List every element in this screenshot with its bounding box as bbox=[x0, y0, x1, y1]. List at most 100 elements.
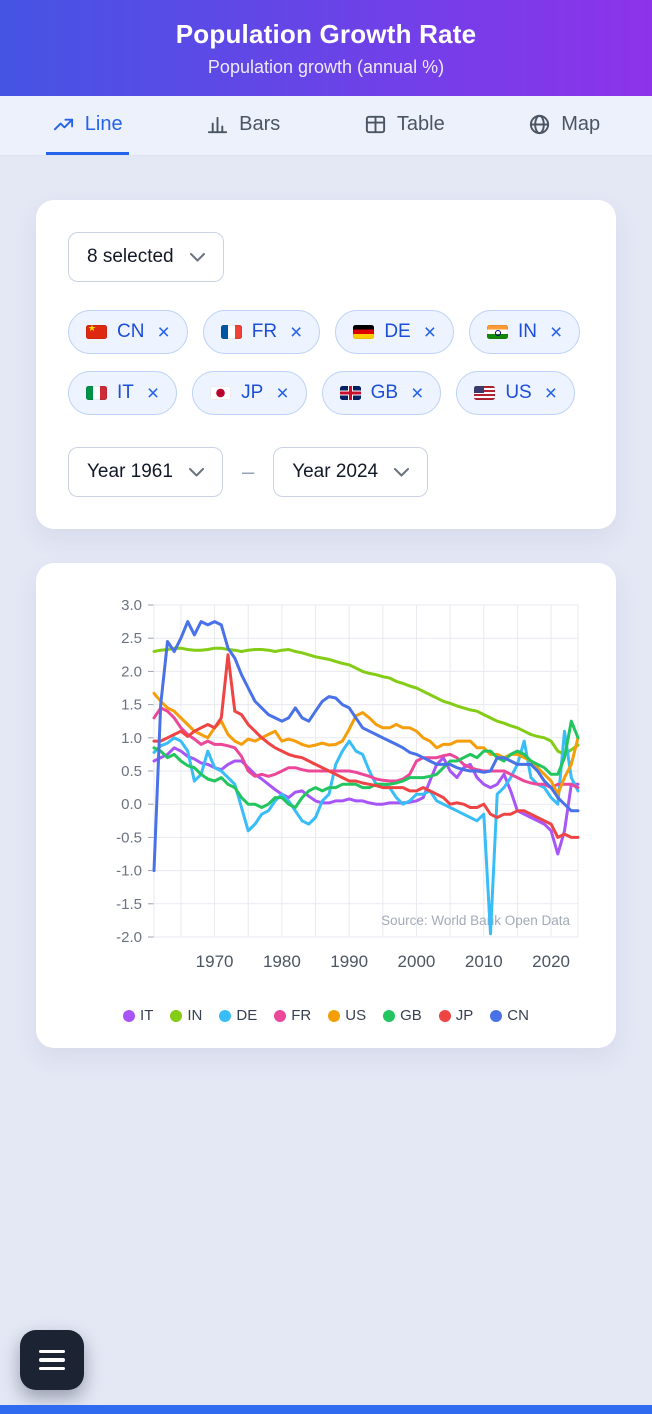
hamburger-icon bbox=[39, 1366, 65, 1371]
tab-label: Bars bbox=[239, 112, 281, 135]
year-range-row: Year 1961 – Year 2024 bbox=[68, 447, 584, 497]
legend-dot bbox=[274, 1009, 287, 1022]
flag-in-icon bbox=[486, 325, 508, 339]
country-chip-it[interactable]: IT × bbox=[68, 371, 178, 415]
flag-jp-icon bbox=[210, 386, 232, 400]
svg-text:1.0: 1.0 bbox=[121, 730, 142, 747]
bar-chart-icon bbox=[208, 116, 228, 133]
main-content: 8 selected CN × FR × DE bbox=[0, 156, 652, 1048]
svg-text:2000: 2000 bbox=[398, 952, 436, 971]
menu-fab[interactable] bbox=[20, 1330, 84, 1390]
svg-text:2020: 2020 bbox=[532, 952, 570, 971]
flag-de-icon bbox=[353, 325, 375, 339]
country-chip-fr[interactable]: FR × bbox=[202, 310, 321, 354]
legend-label: CN bbox=[507, 1007, 529, 1024]
svg-text:1.5: 1.5 bbox=[121, 697, 142, 714]
svg-text:0.0: 0.0 bbox=[121, 796, 142, 813]
country-chip-in[interactable]: IN × bbox=[468, 310, 581, 354]
svg-text:2.0: 2.0 bbox=[121, 663, 142, 680]
country-chip-jp[interactable]: JP × bbox=[192, 371, 307, 415]
legend-item-jp[interactable]: JP bbox=[438, 1007, 474, 1024]
flag-us-icon bbox=[474, 386, 496, 400]
legend-label: DE bbox=[236, 1007, 258, 1024]
line-chart: 3.0 2.5 2.0 1.5 1.0 0.5 0.0 -0.5 -1.0 -1.5 -2.0 197… bbox=[116, 597, 580, 971]
legend-item-de[interactable]: DE bbox=[219, 1007, 257, 1024]
legend-label: IT bbox=[140, 1007, 154, 1024]
legend-dot bbox=[328, 1009, 341, 1022]
legend-label: US bbox=[345, 1007, 367, 1024]
chip-remove-icon[interactable]: × bbox=[157, 320, 170, 344]
country-chip-de[interactable]: DE × bbox=[335, 310, 454, 354]
tab-map[interactable]: Map bbox=[522, 96, 606, 155]
legend-label: IN bbox=[187, 1007, 203, 1024]
svg-text:1990: 1990 bbox=[330, 952, 368, 971]
svg-text:-2.0: -2.0 bbox=[116, 929, 142, 946]
legend-dot bbox=[383, 1009, 396, 1022]
chip-remove-icon[interactable]: × bbox=[276, 381, 289, 405]
legend-dot bbox=[219, 1009, 232, 1022]
country-chip-us[interactable]: US × bbox=[456, 371, 575, 415]
legend-label: JP bbox=[455, 1007, 474, 1024]
svg-text:2.5: 2.5 bbox=[121, 630, 142, 647]
flag-cn-icon bbox=[86, 325, 107, 339]
chip-remove-icon[interactable]: × bbox=[290, 320, 303, 344]
chip-code: IN bbox=[517, 321, 537, 342]
tab-bar: Line Bars Table Map bbox=[0, 96, 652, 156]
legend-item-us[interactable]: US bbox=[328, 1007, 366, 1024]
chip-remove-icon[interactable]: × bbox=[146, 381, 160, 405]
chip-remove-icon[interactable]: × bbox=[549, 320, 563, 344]
app-header: Population Growth Rate Population growth… bbox=[0, 0, 652, 96]
legend-item-in[interactable]: IN bbox=[170, 1007, 202, 1024]
svg-text:3.0: 3.0 bbox=[121, 597, 142, 614]
year-from-value: Year 1961 bbox=[87, 461, 173, 482]
tab-label: Map bbox=[561, 112, 601, 135]
flag-it-icon bbox=[86, 386, 107, 400]
flag-gb-icon bbox=[339, 386, 361, 400]
filter-card: 8 selected CN × FR × DE bbox=[36, 200, 616, 529]
legend-item-fr[interactable]: FR bbox=[274, 1007, 311, 1024]
hamburger-icon bbox=[39, 1358, 65, 1362]
hamburger-icon bbox=[39, 1349, 65, 1354]
legend-item-cn[interactable]: CN bbox=[490, 1007, 529, 1024]
svg-text:0.5: 0.5 bbox=[121, 763, 142, 780]
svg-text:-1.5: -1.5 bbox=[116, 896, 142, 913]
chevron-down-icon bbox=[188, 467, 204, 477]
year-to-value: Year 2024 bbox=[292, 461, 379, 482]
chip-remove-icon[interactable]: × bbox=[411, 381, 424, 405]
chip-code: JP bbox=[241, 382, 264, 403]
country-multiselect[interactable]: 8 selected bbox=[68, 232, 224, 282]
year-from-select[interactable]: Year 1961 bbox=[68, 447, 223, 497]
tab-bars[interactable]: Bars bbox=[200, 96, 286, 155]
table-icon bbox=[365, 115, 385, 133]
tab-label: Line bbox=[84, 112, 123, 135]
chevron-down-icon bbox=[189, 252, 205, 262]
svg-text:1970: 1970 bbox=[196, 952, 234, 971]
chip-code: CN bbox=[117, 321, 145, 342]
page-subtitle: Population growth (annual %) bbox=[207, 56, 445, 77]
legend-label: GB bbox=[400, 1007, 422, 1024]
country-chips: CN × FR × DE × IN × bbox=[68, 310, 584, 415]
country-chip-gb[interactable]: GB × bbox=[321, 371, 442, 415]
chip-remove-icon[interactable]: × bbox=[544, 381, 557, 405]
svg-text:-1.0: -1.0 bbox=[116, 863, 142, 880]
tab-label: Table bbox=[396, 112, 445, 135]
legend-dot bbox=[123, 1009, 136, 1022]
year-to-select[interactable]: Year 2024 bbox=[273, 447, 429, 497]
legend-item-gb[interactable]: GB bbox=[383, 1007, 422, 1024]
legend-dot bbox=[490, 1009, 503, 1022]
svg-text:2010: 2010 bbox=[465, 952, 503, 971]
legend-item-it[interactable]: IT bbox=[123, 1007, 153, 1024]
chip-code: GB bbox=[370, 382, 399, 403]
country-chip-cn[interactable]: CN × bbox=[68, 310, 188, 354]
chip-remove-icon[interactable]: × bbox=[423, 320, 436, 344]
chip-code: US bbox=[505, 382, 532, 403]
svg-text:1980: 1980 bbox=[263, 952, 301, 971]
chevron-down-icon bbox=[394, 467, 410, 477]
legend-dot bbox=[438, 1009, 451, 1022]
bottom-accent-bar bbox=[0, 1405, 652, 1414]
tab-table[interactable]: Table bbox=[358, 96, 451, 155]
chip-code: DE bbox=[384, 321, 411, 342]
tab-line[interactable]: Line bbox=[45, 96, 129, 155]
chip-code: FR bbox=[251, 321, 278, 342]
